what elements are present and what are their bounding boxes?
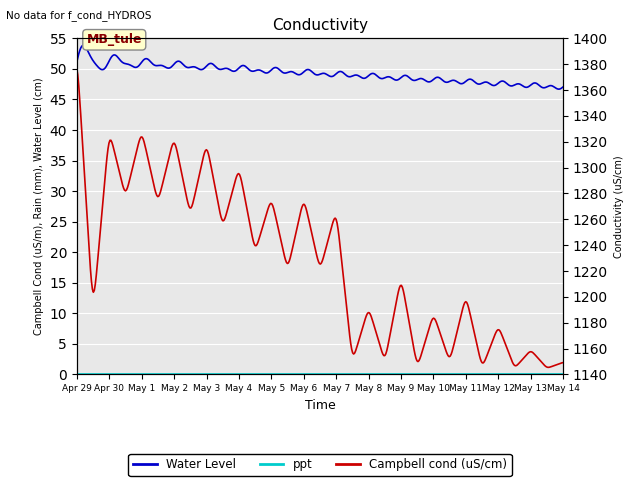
Title: Conductivity: Conductivity	[272, 18, 368, 33]
Y-axis label: Campbell Cond (uS/m), Rain (mm), Water Level (cm): Campbell Cond (uS/m), Rain (mm), Water L…	[34, 78, 44, 335]
Y-axis label: Conductivity (uS/cm): Conductivity (uS/cm)	[614, 155, 624, 258]
Text: No data for f_cond_HYDROS: No data for f_cond_HYDROS	[6, 10, 152, 21]
Legend: Water Level, ppt, Campbell cond (uS/cm): Water Level, ppt, Campbell cond (uS/cm)	[128, 454, 512, 476]
X-axis label: Time: Time	[305, 399, 335, 412]
Text: MB_tule: MB_tule	[86, 33, 142, 46]
